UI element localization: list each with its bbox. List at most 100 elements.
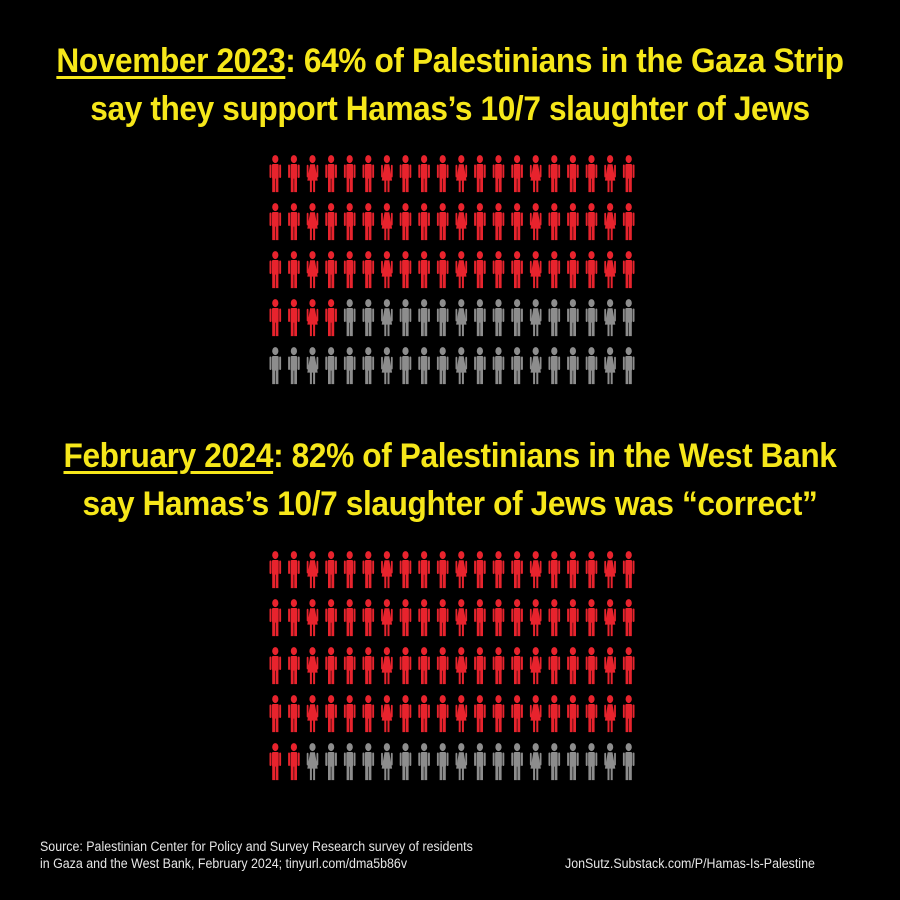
person-icon-support bbox=[585, 155, 598, 193]
person-icon-support bbox=[604, 647, 616, 685]
person-icon-support bbox=[529, 155, 542, 193]
person-icon-support bbox=[511, 155, 523, 193]
person-icon-support bbox=[381, 155, 393, 193]
person-icon-support bbox=[436, 647, 449, 685]
person-icon-support bbox=[362, 599, 375, 637]
person-icon-support bbox=[585, 251, 598, 289]
person-icon-other bbox=[455, 347, 468, 385]
person-icon-support bbox=[269, 599, 282, 637]
person-icon-support bbox=[269, 743, 282, 781]
person-icon-support bbox=[362, 251, 375, 289]
person-icon-other bbox=[381, 299, 393, 337]
person-icon-support bbox=[548, 695, 561, 733]
person-icon-other bbox=[436, 299, 449, 337]
person-icon-support bbox=[622, 155, 635, 193]
pictogram-svg bbox=[269, 551, 635, 781]
person-icon-support bbox=[399, 155, 412, 193]
headline-date: February 2024 bbox=[63, 437, 274, 475]
person-icon-support bbox=[288, 203, 300, 241]
person-icon-support bbox=[288, 251, 300, 289]
person-icon-other bbox=[492, 743, 505, 781]
person-icon-other bbox=[604, 347, 616, 385]
person-icon-support bbox=[436, 599, 449, 637]
headline-february-2024: February 2024: 82% of Palestinians in th… bbox=[32, 432, 869, 528]
person-icon-support bbox=[306, 551, 319, 589]
headline-line-2: say Hamas’s 10/7 slaughter of Jews was “… bbox=[82, 485, 818, 523]
person-icon-support bbox=[511, 203, 523, 241]
person-icon-other bbox=[567, 299, 579, 337]
person-icon-support bbox=[269, 155, 282, 193]
person-icon-support bbox=[306, 299, 319, 337]
person-icon-support bbox=[288, 155, 300, 193]
person-icon-support bbox=[269, 695, 282, 733]
person-icon-support bbox=[455, 551, 468, 589]
person-icon-support bbox=[604, 599, 616, 637]
person-icon-other bbox=[269, 347, 282, 385]
person-icon-support bbox=[325, 203, 337, 241]
person-icon-support bbox=[548, 155, 561, 193]
person-icon-support bbox=[306, 251, 319, 289]
person-icon-other bbox=[567, 347, 579, 385]
person-icon-support bbox=[585, 599, 598, 637]
person-icon-support bbox=[306, 695, 319, 733]
person-icon-support bbox=[455, 599, 468, 637]
person-icon-support bbox=[529, 647, 542, 685]
person-icon-other bbox=[325, 347, 337, 385]
person-icon-support bbox=[622, 695, 635, 733]
headline-line-1: February 2024: 82% of Palestinians in th… bbox=[32, 432, 869, 480]
person-icon-support bbox=[604, 551, 616, 589]
person-icon-other bbox=[362, 347, 375, 385]
person-icon-other bbox=[362, 299, 375, 337]
person-icon-support bbox=[399, 203, 412, 241]
person-icon-other bbox=[567, 743, 579, 781]
person-icon-support bbox=[362, 551, 375, 589]
person-icon-support bbox=[381, 551, 393, 589]
source-line-1: Source: Palestinian Center for Policy an… bbox=[40, 839, 473, 854]
person-icon-support bbox=[418, 203, 430, 241]
person-icon-support bbox=[343, 155, 356, 193]
person-icon-support bbox=[288, 695, 300, 733]
person-icon-other bbox=[492, 347, 505, 385]
person-icon-support bbox=[511, 599, 523, 637]
headline-text: : 82% of Palestinians in the West Bank bbox=[273, 437, 837, 475]
person-icon-support bbox=[474, 203, 486, 241]
person-icon-other bbox=[548, 299, 561, 337]
person-icon-support bbox=[418, 155, 430, 193]
pictogram-chart-west-bank bbox=[266, 548, 638, 788]
person-icon-support bbox=[325, 647, 337, 685]
source-line-2: in Gaza and the West Bank, February 2024… bbox=[40, 856, 408, 871]
person-icon-support bbox=[474, 251, 486, 289]
person-icon-support bbox=[455, 647, 468, 685]
person-icon-other bbox=[436, 743, 449, 781]
person-icon-support bbox=[325, 155, 337, 193]
person-icon-support bbox=[306, 647, 319, 685]
person-icon-support bbox=[585, 647, 598, 685]
person-icon-support bbox=[288, 599, 300, 637]
person-icon-other bbox=[399, 743, 412, 781]
person-icon-support bbox=[529, 203, 542, 241]
headline-november-2023: November 2023: 64% of Palestinians in th… bbox=[32, 37, 869, 133]
person-icon-other bbox=[511, 299, 523, 337]
person-icon-support bbox=[492, 251, 505, 289]
person-icon-support bbox=[511, 551, 523, 589]
headline-text: : 64% of Palestinians in the Gaza Strip bbox=[285, 42, 844, 80]
person-icon-support bbox=[622, 551, 635, 589]
person-icon-support bbox=[269, 647, 282, 685]
person-icon-support bbox=[436, 155, 449, 193]
person-icon-support bbox=[399, 647, 412, 685]
person-icon-other bbox=[436, 347, 449, 385]
person-icon-support bbox=[306, 155, 319, 193]
person-icon-support bbox=[529, 251, 542, 289]
person-icon-support bbox=[418, 647, 430, 685]
person-icon-support bbox=[511, 647, 523, 685]
person-icon-support bbox=[548, 599, 561, 637]
person-icon-support bbox=[567, 203, 579, 241]
source-note: Source: Palestinian Center for Policy an… bbox=[40, 838, 592, 872]
person-icon-other bbox=[455, 299, 468, 337]
person-icon-support bbox=[492, 647, 505, 685]
person-icon-support bbox=[622, 203, 635, 241]
headline-date: November 2023 bbox=[56, 42, 286, 80]
person-icon-support bbox=[548, 203, 561, 241]
person-icon-support bbox=[492, 155, 505, 193]
person-icon-support bbox=[325, 251, 337, 289]
